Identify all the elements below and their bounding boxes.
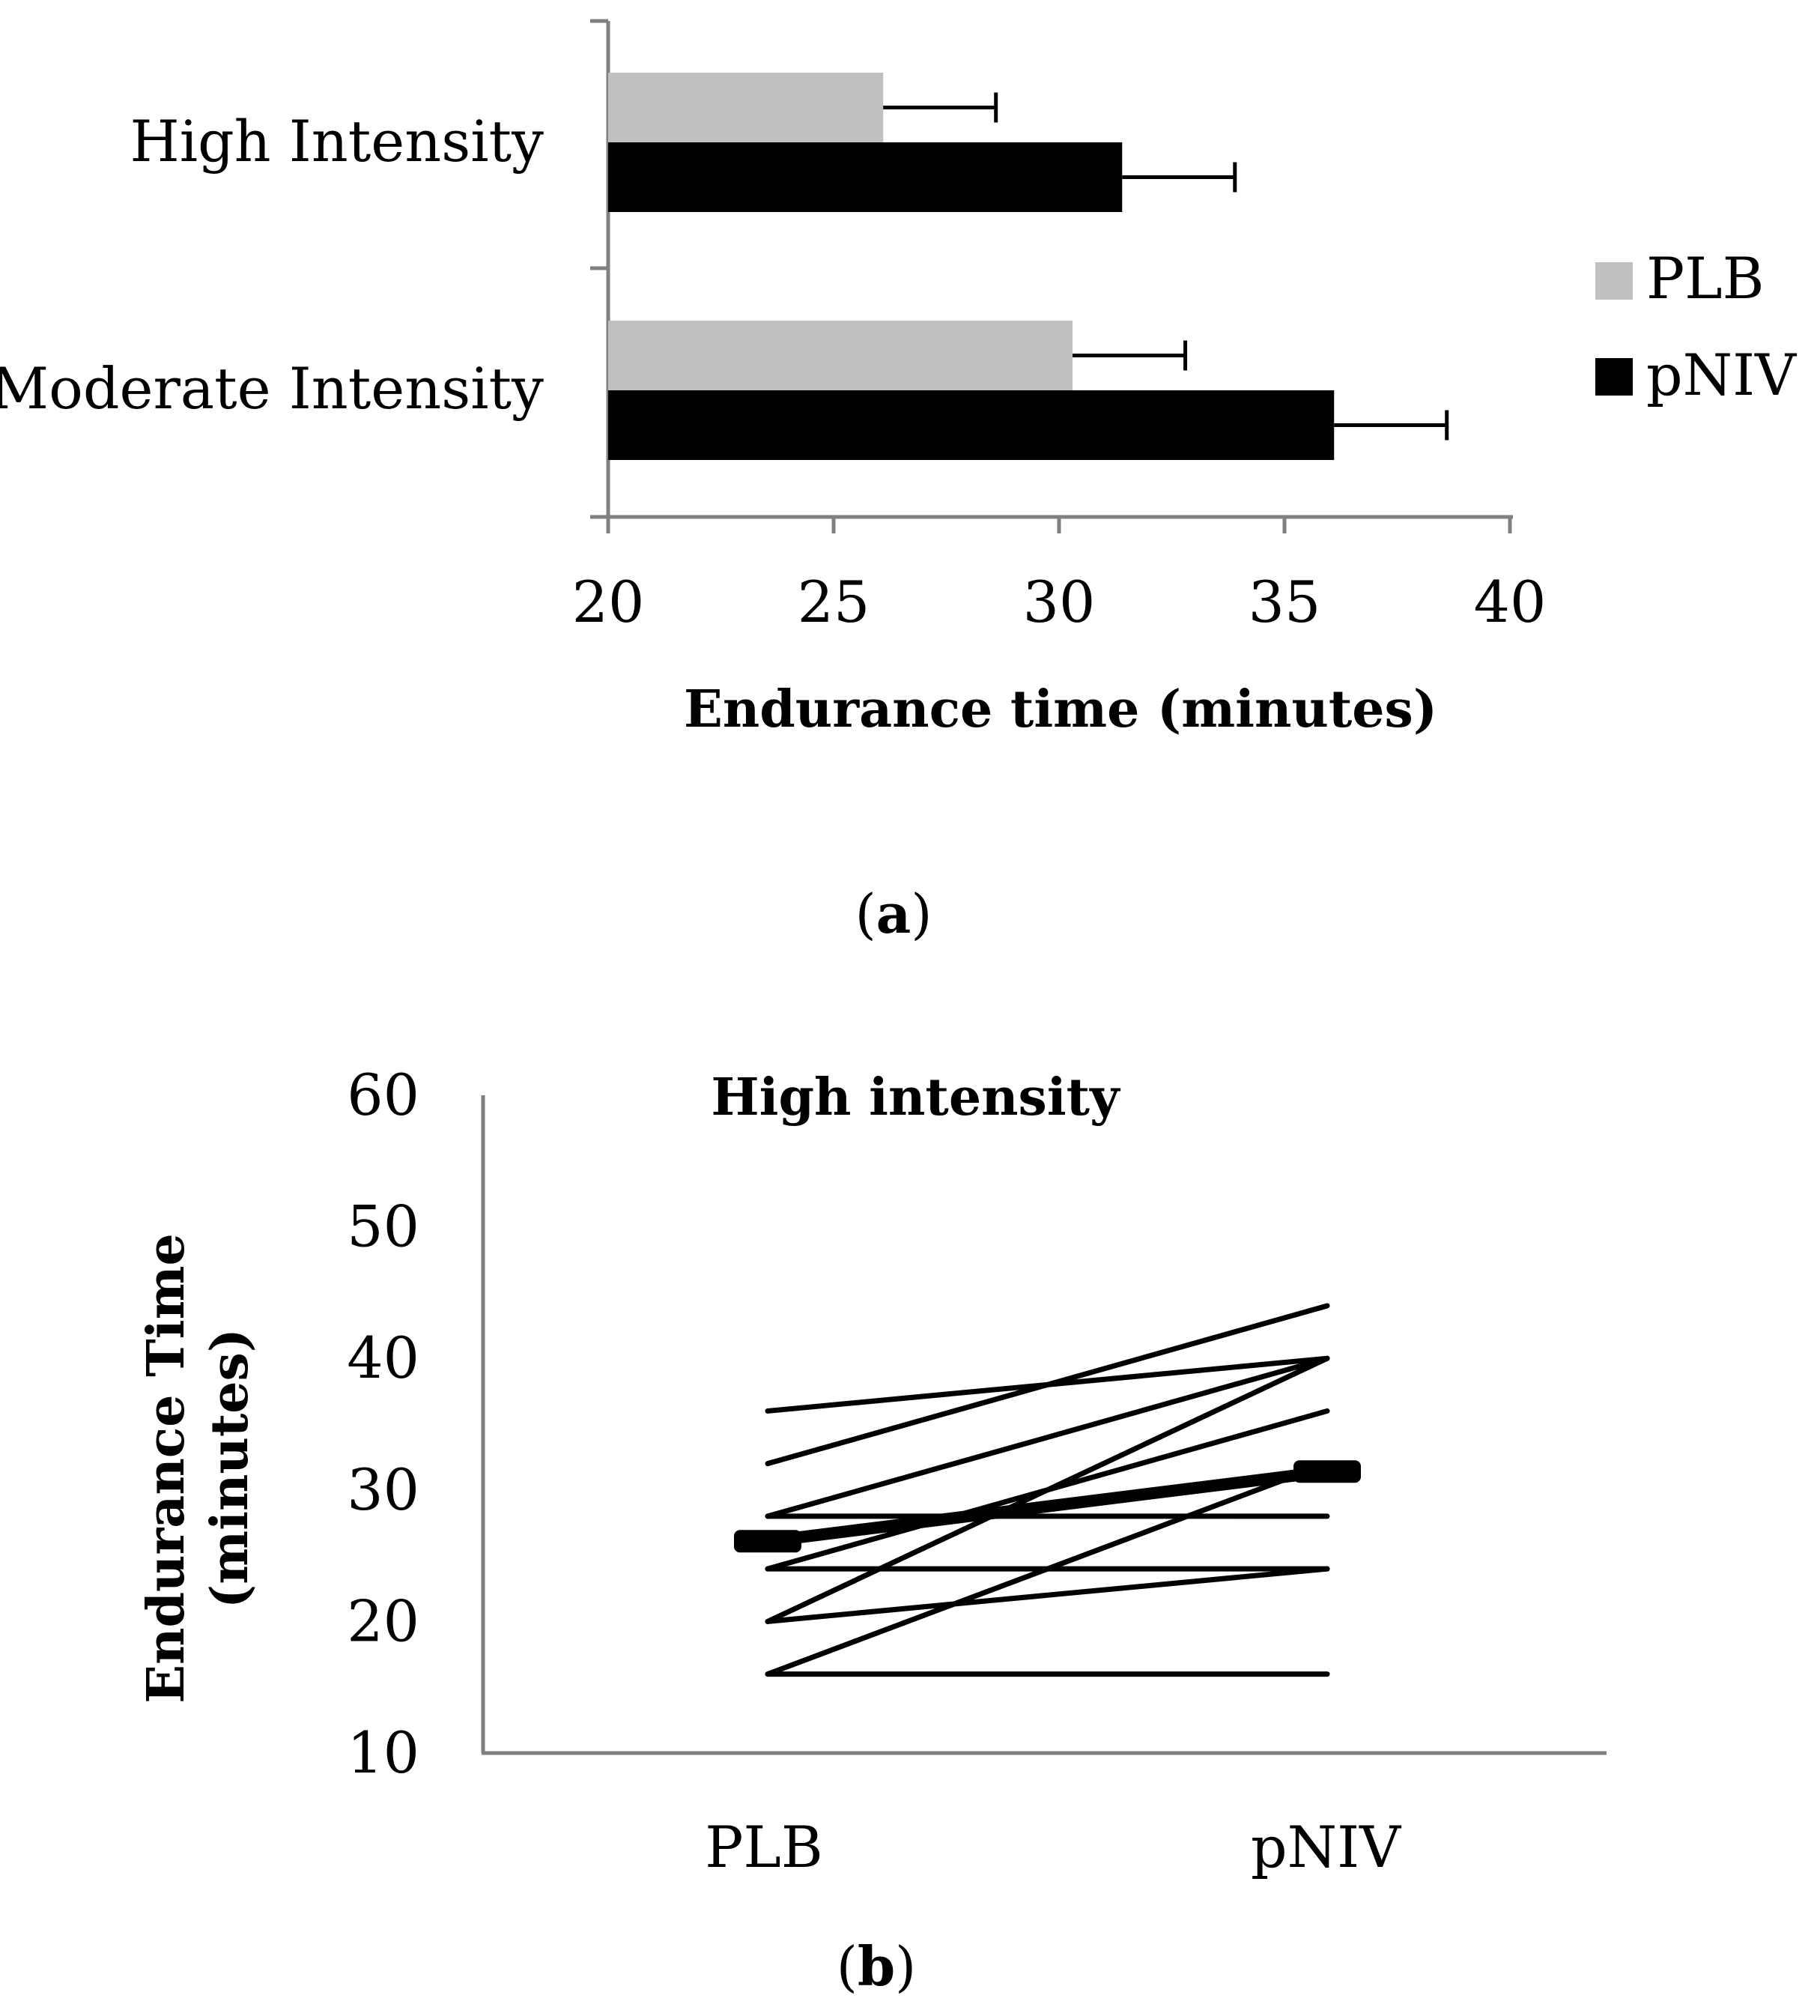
bar-plb-moderate-intensity (608, 321, 1073, 390)
subject-line-8 (765, 1566, 1330, 1624)
panel-b-y-tick-label: 50 (347, 1193, 419, 1260)
panel-b-y-axis-title: Endurance Time (minutes) (136, 1233, 260, 1704)
subject-line-2 (765, 1303, 1330, 1467)
panel-b-y-tick-label: 40 (347, 1325, 419, 1391)
panel-b-title: High intensity (711, 1068, 1121, 1127)
x-tick-label-plb: PLB (705, 1814, 822, 1880)
category-label-moderate-intensity: Moderate Intensity (0, 355, 544, 422)
legend-label-plb: PLB (1646, 245, 1764, 312)
subject-line-9 (765, 1461, 1330, 1677)
panel-b-line-chart: 10 20 30 40 50 60 High intensity PLB pNIV End… (136, 1062, 1607, 1998)
y-axis-title-line-2: (minutes) (200, 1328, 260, 1608)
panel-a-x-tick-label: 30 (1023, 569, 1096, 635)
legend-swatch-plb (1595, 262, 1633, 300)
panel-a-x-tick-label: 25 (798, 569, 870, 635)
mean-marker-pniv (1293, 1460, 1361, 1483)
bar-pniv-high-intensity (608, 142, 1123, 212)
legend-swatch-pniv (1595, 358, 1633, 396)
bar-pniv-moderate-intensity (608, 390, 1335, 460)
panel-b-y-tick-label: 60 (347, 1062, 419, 1128)
subject-line-3 (765, 1355, 1330, 1519)
x-tick-label-pniv: pNIV (1251, 1814, 1401, 1880)
panel-b-y-tick-label: 20 (347, 1587, 419, 1654)
panel-a-x-tick-label: 20 (572, 569, 645, 635)
panel-b-y-tick-label: 30 (347, 1456, 419, 1523)
y-axis-title-line-1: Endurance Time (136, 1233, 196, 1704)
panel-a-x-tick-label: 35 (1249, 569, 1321, 635)
category-label-high-intensity: High Intensity (130, 108, 544, 175)
mean-line (767, 1465, 1328, 1548)
panel-b-y-tick-label: 10 (347, 1719, 419, 1786)
panel-a-x-tick-label: 40 (1474, 569, 1547, 635)
panel-a-x-axis-title: Endurance time (minutes) (684, 679, 1437, 739)
legend: PLB pNIV (1595, 245, 1797, 408)
panel-a-bar-chart: High Intensity Moderate Intensity 20 25 30… (0, 19, 1797, 945)
subject-line-7 (765, 1355, 1330, 1624)
bar-plb-high-intensity (608, 73, 884, 142)
panel-b-label: (b) (837, 1934, 917, 1998)
legend-label-pniv: pNIV (1646, 342, 1797, 408)
mean-marker-plb (734, 1530, 801, 1553)
panel-a-label: (a) (855, 882, 932, 945)
